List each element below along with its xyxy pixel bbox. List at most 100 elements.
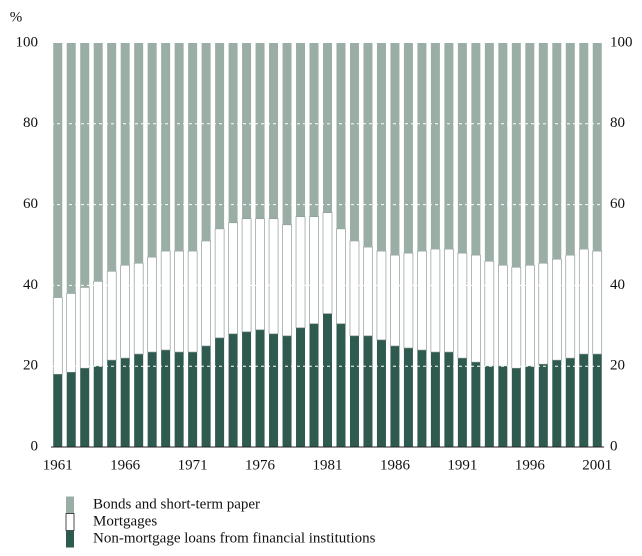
x-tick-label: 1986: [380, 457, 411, 473]
bar-segment: [242, 331, 252, 447]
bar-segment: [538, 43, 548, 264]
bar-segment: [52, 297, 63, 375]
legend-swatch: [66, 530, 74, 548]
bar-segment: [390, 254, 400, 347]
bar-segment: [538, 262, 549, 365]
x-tick-label: 1966: [110, 457, 141, 473]
bar-segment: [336, 228, 346, 325]
bar-segment: [161, 43, 171, 252]
bar-segment: [349, 240, 360, 337]
bar-segment: [66, 372, 76, 447]
x-tick-label: 2001: [582, 457, 612, 473]
bar-segment: [120, 264, 130, 359]
bar-segment: [269, 43, 279, 219]
bar-segment: [511, 43, 521, 268]
bar-segment: [579, 354, 589, 447]
bar-segment: [66, 43, 76, 294]
bar-segment: [363, 43, 373, 248]
bar-segment: [457, 43, 467, 254]
bar-segment: [268, 218, 279, 335]
bar-segment: [471, 362, 481, 447]
legend-swatch: [65, 513, 75, 531]
bar-segment: [53, 374, 63, 447]
bar-segment: [282, 43, 292, 225]
bar-segment: [228, 333, 238, 447]
bar-segment: [430, 248, 441, 353]
bar-segment: [79, 287, 90, 369]
bar-segment: [363, 335, 373, 447]
bar-segment: [309, 323, 319, 447]
bar-segment: [296, 43, 306, 217]
bar-segment: [201, 346, 211, 447]
bar-segment: [430, 352, 440, 447]
bar-segment: [93, 366, 103, 447]
y-tick-label: 80: [23, 115, 38, 131]
bar-segment: [403, 252, 414, 349]
x-tick-label: 1961: [43, 457, 73, 473]
bar-segment: [134, 43, 144, 264]
bar-segment: [133, 262, 144, 355]
y-tick-label: 40: [23, 277, 38, 293]
bar-segment: [430, 43, 440, 250]
bar-segment: [565, 254, 576, 359]
bar-segment: [511, 368, 521, 447]
bar-segment: [188, 352, 198, 447]
legend-label: Bonds and short-term paper: [93, 496, 260, 512]
bar-segment: [309, 43, 319, 217]
bar-segment: [214, 228, 225, 339]
bar-segment: [444, 43, 454, 250]
x-tick-label: 1991: [447, 457, 477, 473]
bar-segment: [417, 350, 427, 447]
bar-segment: [322, 212, 333, 314]
bar-segment: [309, 216, 319, 325]
bar-segment: [417, 43, 427, 252]
bar-segment: [120, 358, 130, 447]
bar-segment: [323, 313, 332, 447]
bar-segment: [147, 256, 157, 353]
legend-swatch: [66, 496, 74, 514]
bar-segment: [242, 43, 252, 219]
bar-segment: [403, 348, 413, 447]
bar-segment: [295, 216, 306, 329]
bar-segment: [592, 354, 602, 447]
x-tick-label: 1981: [313, 457, 343, 473]
bar-segment: [228, 222, 238, 335]
bar-segment: [336, 323, 346, 447]
bar-segment: [376, 250, 387, 341]
bar-segment: [174, 250, 184, 353]
bar-segment: [498, 366, 508, 447]
x-tick-label: 1996: [515, 457, 546, 473]
bar-segment: [579, 43, 589, 250]
legend-label: Non-mortgage loans from financial instit…: [93, 530, 376, 546]
bar-segment: [282, 335, 292, 447]
bar-segment: [160, 250, 171, 351]
bar-segment: [457, 252, 468, 359]
bar-segment: [255, 218, 265, 331]
bar-segment: [376, 339, 386, 447]
bar-segment: [538, 364, 548, 447]
bar-segment: [511, 266, 522, 369]
y-tick-label: 60: [23, 196, 38, 212]
x-tick-label: 1971: [178, 457, 208, 473]
bar-segment: [565, 43, 575, 256]
bar-segment: [255, 43, 265, 219]
bar-segment: [201, 240, 211, 347]
unit-label: %: [10, 9, 23, 25]
x-tick-label: 1976: [245, 457, 276, 473]
bar-segment: [525, 264, 535, 367]
bar-segment: [107, 360, 117, 447]
bar-segment: [215, 43, 225, 229]
y2-tick-label: 80: [610, 115, 625, 131]
bar-segment: [134, 354, 144, 447]
bar-segment: [471, 43, 481, 256]
bar-segment: [147, 352, 157, 447]
bar-segment: [296, 327, 306, 447]
bar-segment: [552, 43, 562, 260]
bar-segment: [498, 264, 508, 367]
bar-segment: [174, 352, 184, 447]
bar-segment: [187, 250, 198, 353]
bar-segment: [93, 281, 104, 367]
bar-segment: [565, 358, 575, 447]
bar-segment: [592, 43, 602, 252]
